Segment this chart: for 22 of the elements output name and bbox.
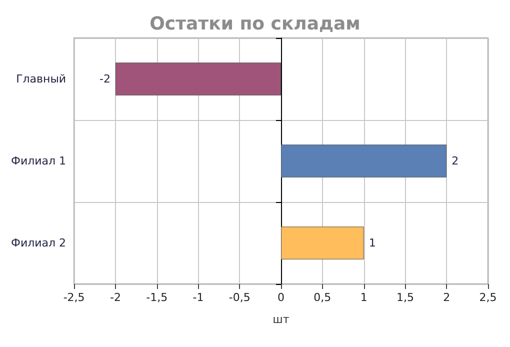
x-tick-label: 0,5 — [314, 291, 332, 304]
x-tick-label: -0,5 — [228, 291, 250, 304]
bar — [281, 226, 364, 260]
x-tick-label: 1,5 — [396, 291, 414, 304]
x-axis-title: шт — [272, 313, 290, 326]
data-label: 1 — [368, 236, 376, 250]
chart-title: Остатки по складам — [150, 14, 360, 34]
x-tick-label: 2,5 — [479, 291, 497, 304]
x-tick-label: 1 — [360, 291, 368, 304]
bar — [115, 62, 282, 96]
data-label: 2 — [452, 154, 459, 168]
x-tick-label: -1 — [192, 291, 204, 304]
x-tick-label: -2 — [110, 291, 121, 304]
x-tick-label: 0 — [278, 291, 285, 304]
bar — [281, 144, 447, 178]
x-tick-label: -1,5 — [146, 291, 168, 304]
y-tick-label: Главный — [16, 72, 66, 86]
y-tick-label: Филиал 2 — [10, 236, 66, 250]
y-tick-label: Филиал 1 — [10, 154, 66, 168]
x-tick-label: -2,5 — [63, 291, 85, 304]
x-tick-label: 2 — [443, 291, 450, 304]
data-label: -2 — [99, 72, 110, 86]
